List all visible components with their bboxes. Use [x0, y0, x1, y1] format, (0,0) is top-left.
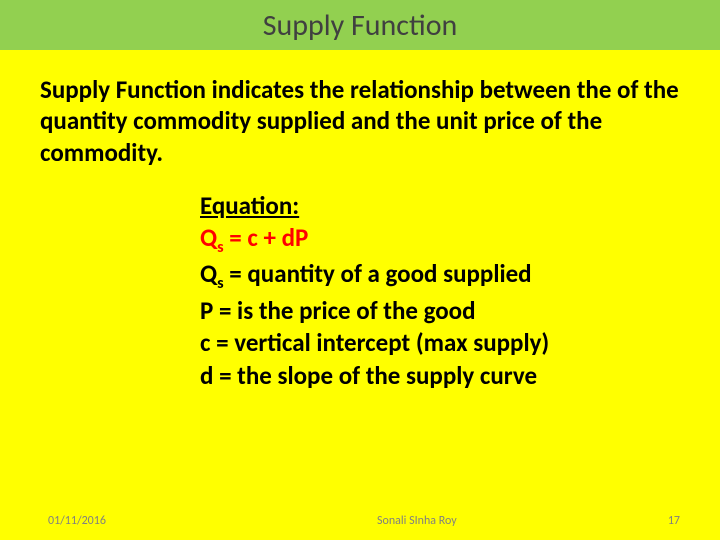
equation-qs-def: Qs = quantity of a good supplied [200, 258, 720, 294]
equation-c-def: c = vertical intercept (max supply) [200, 327, 720, 360]
title-bar: Supply Function [0, 0, 720, 50]
equation-d-def: d = the slope of the supply curve [200, 360, 720, 393]
equation-p-def: P = is the price of the good [200, 295, 720, 328]
footer-page-number: 17 [668, 514, 680, 528]
body-paragraph: Supply Function indicates the relationsh… [0, 50, 720, 168]
equation-label: Equation: [200, 190, 720, 223]
equation-block: Equation: Qs = c + dP Qs = quantity of a… [0, 168, 720, 392]
slide-title: Supply Function [263, 7, 458, 44]
footer-date: 01/11/2016 [48, 514, 106, 528]
footer-author: Sonali SInha Roy [106, 514, 668, 528]
equation-main: Qs = c + dP [200, 222, 720, 258]
footer: 01/11/2016 Sonali SInha Roy 17 [0, 514, 720, 528]
